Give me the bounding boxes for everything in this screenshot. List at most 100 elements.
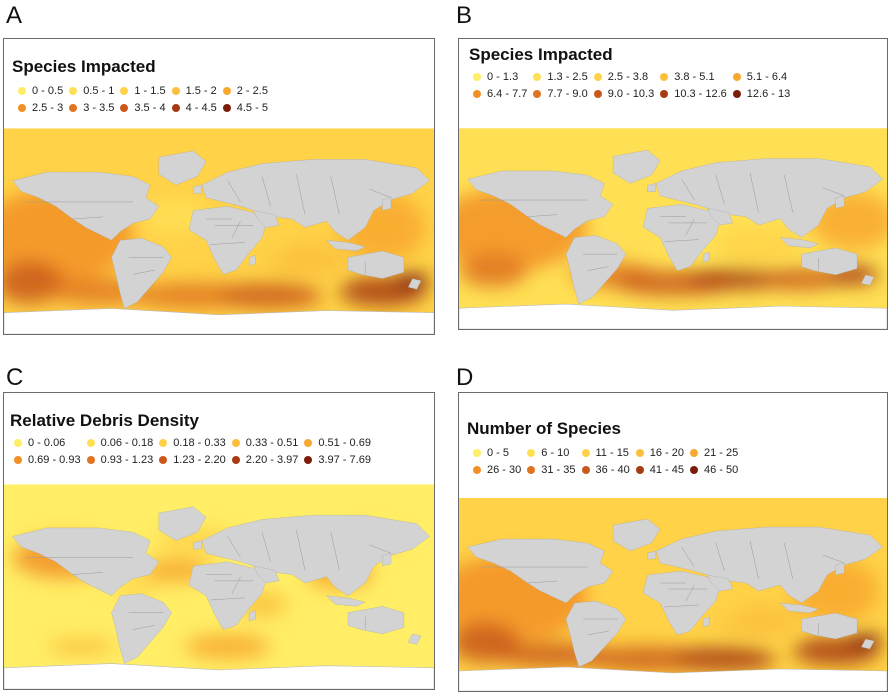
legend-label: 1.23 - 2.20 bbox=[173, 454, 226, 466]
legend-item: 11 - 15 bbox=[581, 447, 630, 459]
panel-c: Relative Debris Density 0 - 0.06 0.06 - 0… bbox=[3, 392, 435, 690]
arctic-edge bbox=[459, 121, 887, 129]
legend-label: 0.51 - 0.69 bbox=[318, 437, 371, 449]
country-border bbox=[750, 173, 759, 213]
land-indonesia bbox=[780, 237, 819, 247]
land-uk bbox=[647, 183, 656, 191]
country-border bbox=[682, 179, 695, 200]
legend-swatch bbox=[635, 466, 644, 474]
legend-item: 0 - 1.3 bbox=[473, 71, 527, 83]
legend-item: 2.5 - 3 bbox=[18, 102, 63, 114]
legend-item: 0 - 0.5 bbox=[18, 85, 63, 97]
legend-swatch bbox=[533, 90, 542, 98]
legend-title-d: Number of Species bbox=[467, 419, 621, 438]
land-north-america bbox=[468, 539, 614, 603]
legend-swatch bbox=[69, 87, 78, 95]
land-south-america bbox=[112, 238, 172, 308]
legend-item: 16 - 20 bbox=[635, 447, 684, 459]
legend-item: 0.06 - 0.18 bbox=[86, 437, 154, 449]
panel-letter-b: B bbox=[456, 2, 473, 29]
legend-item: 31 - 35 bbox=[527, 464, 576, 476]
legend-item: 2.5 - 3.8 bbox=[593, 71, 654, 83]
legend-swatch bbox=[533, 73, 542, 81]
legend-label: 0.33 - 0.51 bbox=[245, 437, 299, 449]
antarctica bbox=[459, 303, 887, 329]
legend-swatch bbox=[527, 449, 536, 457]
legend-item: 4.5 - 5 bbox=[222, 102, 268, 114]
legend-item: 1 - 1.5 bbox=[120, 85, 166, 97]
country-border bbox=[133, 270, 155, 274]
legend-item: 0.33 - 0.51 bbox=[231, 437, 299, 449]
legend-swatch bbox=[231, 456, 240, 464]
antarctica bbox=[4, 308, 434, 334]
country-border bbox=[527, 581, 557, 583]
country-border bbox=[587, 267, 608, 271]
land-north-america bbox=[13, 172, 159, 240]
land-south-america bbox=[112, 594, 172, 664]
arctic-edge bbox=[4, 477, 434, 485]
country-border bbox=[262, 532, 271, 562]
land-africa bbox=[189, 562, 266, 630]
land-indonesia bbox=[327, 240, 366, 251]
country-border bbox=[823, 188, 844, 196]
land-australia bbox=[348, 606, 404, 634]
legend-label: 16 - 20 bbox=[649, 447, 684, 459]
legend-item: 36 - 40 bbox=[581, 464, 630, 476]
land-greenland bbox=[613, 519, 660, 551]
legend-swatch bbox=[593, 90, 602, 98]
country-border bbox=[686, 219, 695, 236]
ocean-heatmap-d bbox=[459, 491, 887, 691]
land-arabia bbox=[707, 575, 733, 591]
legend-label: 9.0 - 10.3 bbox=[607, 88, 655, 100]
legend-label: 6.4 - 7.7 bbox=[487, 88, 528, 100]
country-border bbox=[296, 174, 305, 214]
legend-label: 4 - 4.5 bbox=[185, 102, 217, 114]
land-europe-asia bbox=[656, 527, 883, 603]
legend-item: 1.3 - 2.5 bbox=[533, 71, 588, 83]
land-madagascar bbox=[703, 617, 709, 627]
country-border bbox=[232, 577, 241, 594]
country-border bbox=[784, 543, 793, 579]
panel-a: Species Impacted 0 - 0.5 0.5 - 1 1 - 1.5 1.… bbox=[3, 38, 435, 335]
legend-label: 0.06 - 0.18 bbox=[100, 437, 154, 449]
country-border bbox=[228, 536, 241, 557]
legend-label: 6 - 10 bbox=[541, 447, 570, 459]
country-border bbox=[686, 585, 695, 601]
land-new-zealand bbox=[408, 279, 421, 290]
legend-item: 0.93 - 1.23 bbox=[86, 454, 153, 466]
legend-item: 21 - 25 bbox=[690, 447, 738, 459]
ocean-intensity-patch bbox=[758, 268, 845, 290]
legend-label: 0.5 - 1 bbox=[83, 85, 115, 97]
antarctica bbox=[459, 666, 887, 691]
country-border bbox=[716, 543, 725, 571]
legend-d: 0 - 5 6 - 10 11 - 15 16 - 20 21 - 25 26 - 30 3… bbox=[473, 447, 738, 476]
legend-b: 0 - 1.3 1.3 - 2.5 2.5 - 3.8 3.8 - 5.1 5.1 - … bbox=[473, 71, 790, 100]
legend-swatch bbox=[690, 449, 698, 457]
country-border bbox=[210, 598, 244, 600]
antarctica bbox=[4, 663, 434, 689]
panel-letter-a: A bbox=[6, 2, 23, 29]
land-new-zealand bbox=[408, 634, 421, 645]
ocean-heatmap-a bbox=[4, 121, 434, 334]
land-australia bbox=[348, 251, 404, 279]
legend-label: 41 - 45 bbox=[649, 464, 684, 476]
legend-title-c: Relative Debris Density bbox=[10, 411, 199, 430]
legend-item: 3 - 3.5 bbox=[69, 102, 114, 114]
legend-swatch bbox=[222, 87, 231, 95]
legend-item: 0.51 - 0.69 bbox=[304, 437, 371, 449]
legend-swatch bbox=[18, 104, 26, 112]
land-australia bbox=[801, 613, 857, 639]
land-new-zealand bbox=[861, 639, 874, 649]
country-border bbox=[296, 530, 305, 570]
legend-label: 46 - 50 bbox=[704, 464, 739, 476]
legend-swatch bbox=[14, 439, 22, 447]
land-europe-asia bbox=[202, 515, 430, 596]
country-border bbox=[331, 176, 340, 214]
legend-swatch bbox=[593, 73, 602, 81]
land-africa bbox=[643, 571, 720, 635]
land-north-america bbox=[468, 171, 614, 238]
ocean-intensity-patch bbox=[685, 268, 789, 290]
legend-label: 11 - 15 bbox=[595, 447, 629, 459]
legend-item: 0.69 - 0.93 bbox=[14, 454, 81, 466]
legend-label: 2.5 - 3 bbox=[32, 102, 64, 114]
